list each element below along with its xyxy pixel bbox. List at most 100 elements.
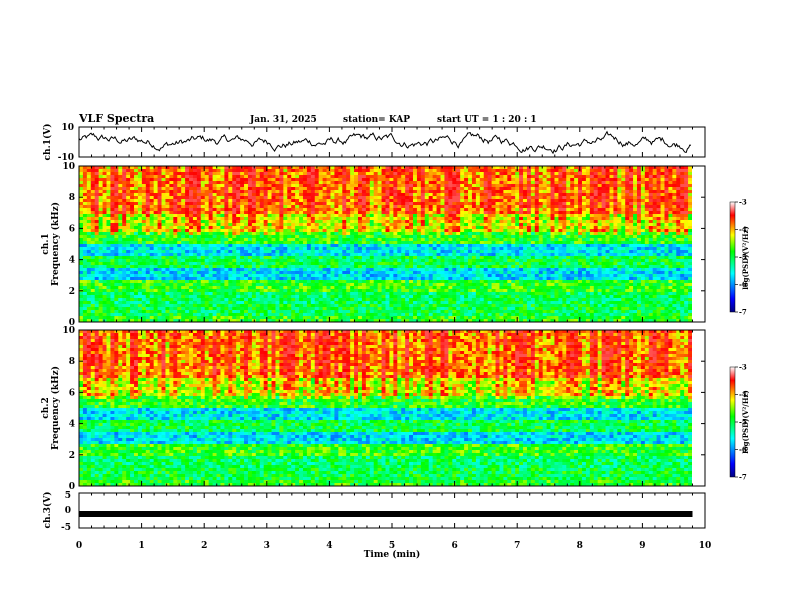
spectrogram-cell	[487, 205, 492, 209]
spectrogram-cell	[538, 196, 544, 200]
spectrogram-cell	[621, 217, 626, 221]
spectrogram-cell	[413, 172, 418, 176]
spectrogram-cell	[452, 196, 457, 200]
spectrogram-cell	[409, 187, 414, 191]
spectrogram-cell	[656, 220, 661, 224]
spectrogram-cell	[263, 259, 269, 263]
spectrogram-cell	[94, 175, 100, 179]
spectrogram-cell	[542, 199, 548, 203]
spectrogram-cell	[617, 172, 622, 176]
spectrogram-cell	[389, 217, 394, 221]
spectrogram-cell	[640, 214, 646, 218]
spectrogram-cell	[330, 196, 335, 200]
spectrogram-cell	[114, 169, 119, 173]
spectrogram-cell	[456, 175, 461, 179]
spectrogram-cell	[409, 178, 414, 182]
spectrogram-cell	[444, 199, 449, 203]
spectrogram-cell	[593, 253, 599, 257]
spectrogram-cell	[652, 175, 658, 179]
spectrogram-cell	[597, 193, 603, 197]
spectrogram-cell	[487, 259, 492, 263]
spectrogram-cell	[244, 223, 249, 227]
spectrogram-cell	[185, 187, 190, 191]
spectrogram-cell	[357, 244, 363, 248]
spectrogram-cell	[350, 187, 355, 191]
spectrogram-cell	[515, 235, 520, 239]
spectrogram-cell	[208, 208, 213, 212]
spectrogram-cell	[530, 214, 536, 218]
spectrogram-cell	[90, 250, 96, 254]
spectrogram-cell	[251, 214, 257, 218]
spectrogram-cell	[636, 187, 642, 191]
spectrogram-cell	[126, 205, 131, 209]
spectrogram-cell	[122, 187, 127, 191]
spectrogram-cell	[538, 208, 544, 212]
spectrogram-cell	[338, 181, 343, 185]
spectrogram-cell	[428, 178, 434, 182]
spectrogram-cell	[287, 241, 292, 245]
spectrogram-cell	[224, 250, 229, 254]
spectrogram-cell	[471, 211, 477, 215]
spectrogram-cell	[342, 232, 347, 236]
spectrogram-cell	[672, 178, 677, 182]
spectrogram-cell	[177, 205, 182, 209]
spectrogram-cell	[318, 196, 324, 200]
spectrogram-cell	[558, 244, 563, 248]
spectrogram-cell	[322, 241, 327, 245]
spectrogram-cell	[487, 223, 492, 227]
spectrogram-cell	[436, 172, 441, 176]
spectrogram-cell	[621, 214, 626, 218]
spectrogram-cell	[165, 196, 170, 200]
spectrogram-cell	[275, 244, 280, 248]
spectrogram-cell	[330, 199, 335, 203]
spectrogram-cell	[672, 196, 677, 200]
spectrogram-cell	[350, 241, 355, 245]
spectrogram-cell	[550, 211, 555, 215]
spectrogram-cell	[263, 235, 269, 239]
spectrogram-cell	[428, 217, 434, 221]
spectrogram-cell	[629, 217, 634, 221]
spectrogram-cell	[448, 169, 453, 173]
spectrogram-cell	[122, 244, 127, 248]
spectrogram-cell	[259, 181, 265, 185]
spectrogram-cell	[192, 181, 198, 185]
spectrogram-cell	[338, 250, 343, 254]
spectrogram-cell	[130, 172, 135, 176]
spectrogram-cell	[609, 166, 614, 170]
spectrogram-cell	[357, 199, 363, 203]
spectrogram-cell	[554, 178, 559, 182]
spectrogram-cell	[554, 208, 559, 212]
spectrogram-cell	[648, 244, 654, 248]
spectrogram-cell	[110, 166, 115, 170]
spectrogram-cell	[440, 199, 445, 203]
spectrogram-cell	[664, 247, 669, 251]
spectrogram-cell	[90, 202, 96, 206]
spectrogram-cell	[196, 211, 202, 215]
spectrogram-cell	[216, 181, 221, 185]
spectrogram-cell	[589, 196, 595, 200]
spectrogram-cell	[483, 181, 489, 185]
ch1-waveform-ylabel: ch.1(V)	[42, 124, 53, 161]
spectrogram-cell	[208, 187, 213, 191]
spectrogram-cell	[310, 244, 316, 248]
spectrogram-cell	[255, 166, 261, 170]
spectrogram-cell	[212, 184, 217, 188]
spectrogram-cell	[495, 208, 500, 212]
spectrogram-cell	[118, 202, 123, 206]
spectrogram-cell	[259, 256, 265, 260]
spectrogram-cell	[357, 175, 363, 179]
spectrogram-cell	[562, 166, 567, 170]
spectrogram-cell	[550, 244, 555, 248]
spectrogram-cell	[196, 238, 202, 242]
spectrogram-cell	[357, 166, 363, 170]
spectrogram-cell	[515, 256, 520, 260]
spectrogram-cell	[633, 211, 638, 215]
spectrogram-cell	[589, 199, 595, 203]
spectrogram-cell	[652, 247, 658, 251]
spectrogram-cell	[330, 178, 335, 182]
spectrogram-cell	[310, 184, 316, 188]
spectrogram-cell	[275, 178, 280, 182]
spectrogram-cell	[680, 169, 685, 173]
spectrogram-cell	[444, 202, 449, 206]
spectrogram-cell	[585, 166, 591, 170]
